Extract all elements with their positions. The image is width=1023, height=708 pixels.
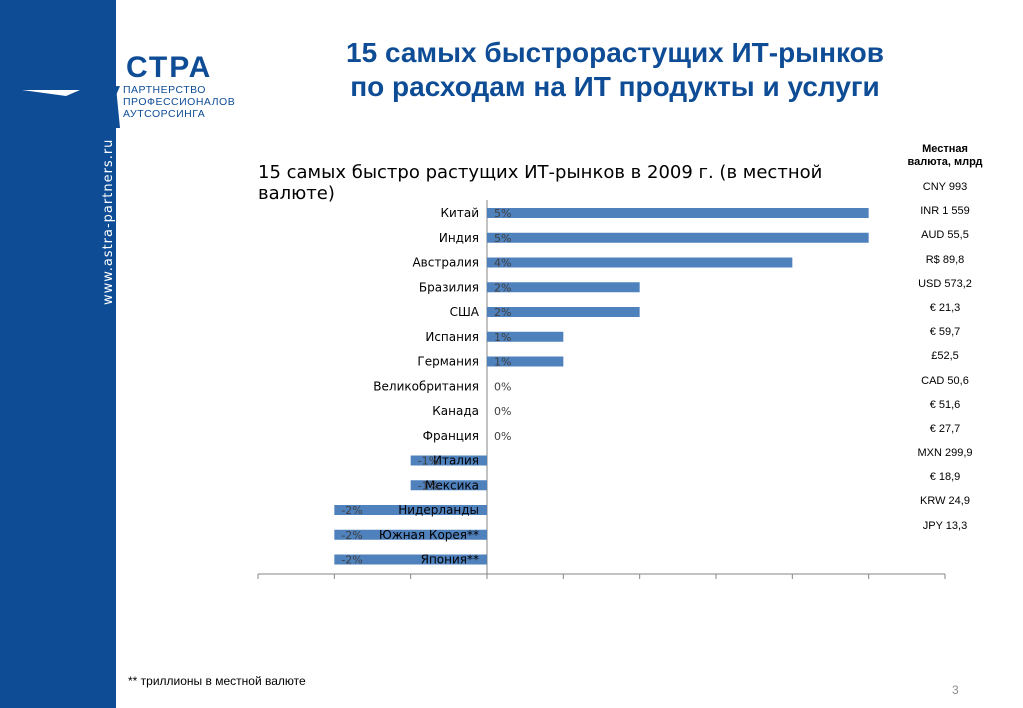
bar xyxy=(410,455,487,466)
data-label: 2% xyxy=(494,306,511,319)
currency-cell: R$ 89,8 xyxy=(925,253,965,266)
category-label: Италия xyxy=(433,454,479,468)
slide-title-line-1: 15 самых быстрорастущих ИТ-рынков xyxy=(346,37,884,68)
currency-table: Местная валюта, млрд CNY 993 INR 1 559 AUD… xyxy=(905,143,985,538)
data-label: -2% xyxy=(341,504,362,517)
astra-logo-icon xyxy=(22,46,120,128)
currency-table-rows: CNY 993 INR 1 559 AUD 55,5 R$ 89,8 USD 573,2… xyxy=(905,175,985,538)
data-label: -2% xyxy=(341,554,362,567)
sidebar-band: www.astra-partners.ru xyxy=(0,0,116,708)
currency-table-header: Местная валюта, млрд xyxy=(907,143,983,168)
page-number: 3 xyxy=(952,683,959,697)
data-label: 1% xyxy=(494,356,511,369)
category-label: Канада xyxy=(432,404,479,418)
currency-cell: JPY 13,3 xyxy=(922,519,968,532)
bar xyxy=(334,554,487,565)
currency-cell: € 27,7 xyxy=(929,422,961,435)
currency-cell: KRW 24,9 xyxy=(920,495,970,508)
category-label: США xyxy=(450,305,480,319)
category-label: Нидерланды xyxy=(398,503,479,517)
category-label: Франция xyxy=(423,429,479,443)
currency-cell: € 21,3 xyxy=(929,301,961,314)
currency-cell: INR 1 559 xyxy=(920,205,970,218)
data-label: 0% xyxy=(494,405,511,418)
bar xyxy=(487,282,640,293)
data-label: 1% xyxy=(494,331,511,344)
currency-cell: £52,5 xyxy=(931,350,959,363)
category-label: Япония** xyxy=(421,553,479,567)
currency-cell: € 18,9 xyxy=(929,471,961,484)
currency-cell: CAD 50,6 xyxy=(921,374,969,387)
data-label: 0% xyxy=(494,430,511,443)
currency-cell: MXN 299,9 xyxy=(917,447,973,460)
bar xyxy=(410,480,487,491)
logo-subtitle-line-1: ПАРТНЕРСТВО xyxy=(123,84,206,96)
category-label: Испания xyxy=(425,330,479,344)
bar xyxy=(334,505,487,515)
data-label: -1% xyxy=(418,479,439,492)
bar xyxy=(487,257,793,268)
footnote: ** триллионы в местной валюте xyxy=(128,674,306,688)
currency-cell: CNY 993 xyxy=(922,181,968,193)
data-label: -2% xyxy=(341,529,362,542)
category-label: Австралия xyxy=(412,256,479,270)
currency-cell: € 59,7 xyxy=(929,326,961,339)
logo-subtitle-line-3: АУТСОРСИНГА xyxy=(123,108,206,120)
currency-cell: € 51,6 xyxy=(929,398,961,411)
bar xyxy=(334,529,487,540)
data-label: -1% xyxy=(418,455,439,468)
category-label: Индия xyxy=(439,231,479,245)
data-label: 2% xyxy=(494,281,511,294)
category-label: Великобритания xyxy=(373,379,479,393)
bar xyxy=(487,356,564,367)
logo-name: СТРА xyxy=(126,51,213,84)
category-label: Мексика xyxy=(425,478,479,492)
chart-title: 15 самых быстро растущих ИТ-рынков в 200… xyxy=(258,162,823,204)
data-label: 5% xyxy=(494,232,511,245)
slide-title: 15 самых быстрорастущих ИТ-рынков по рас… xyxy=(260,36,970,104)
category-label: Бразилия xyxy=(419,280,479,294)
bar xyxy=(487,208,869,218)
category-label: Китай xyxy=(441,206,479,220)
category-label: Германия xyxy=(417,355,479,369)
bar xyxy=(487,232,869,243)
currency-cell: AUD 55,5 xyxy=(921,229,969,242)
data-label: 4% xyxy=(494,257,511,270)
bar xyxy=(487,331,564,342)
data-label: 0% xyxy=(494,380,511,393)
slide-title-line-2: по расходам на ИТ продукты и услуги xyxy=(350,71,880,102)
category-label: Южная Корея** xyxy=(379,528,479,542)
logo-subtitle-line-2: ПРОФЕССИОНАЛОВ xyxy=(123,96,236,108)
bar xyxy=(487,307,640,317)
currency-cell: USD 573,2 xyxy=(918,277,972,290)
data-label: 5% xyxy=(494,207,511,220)
